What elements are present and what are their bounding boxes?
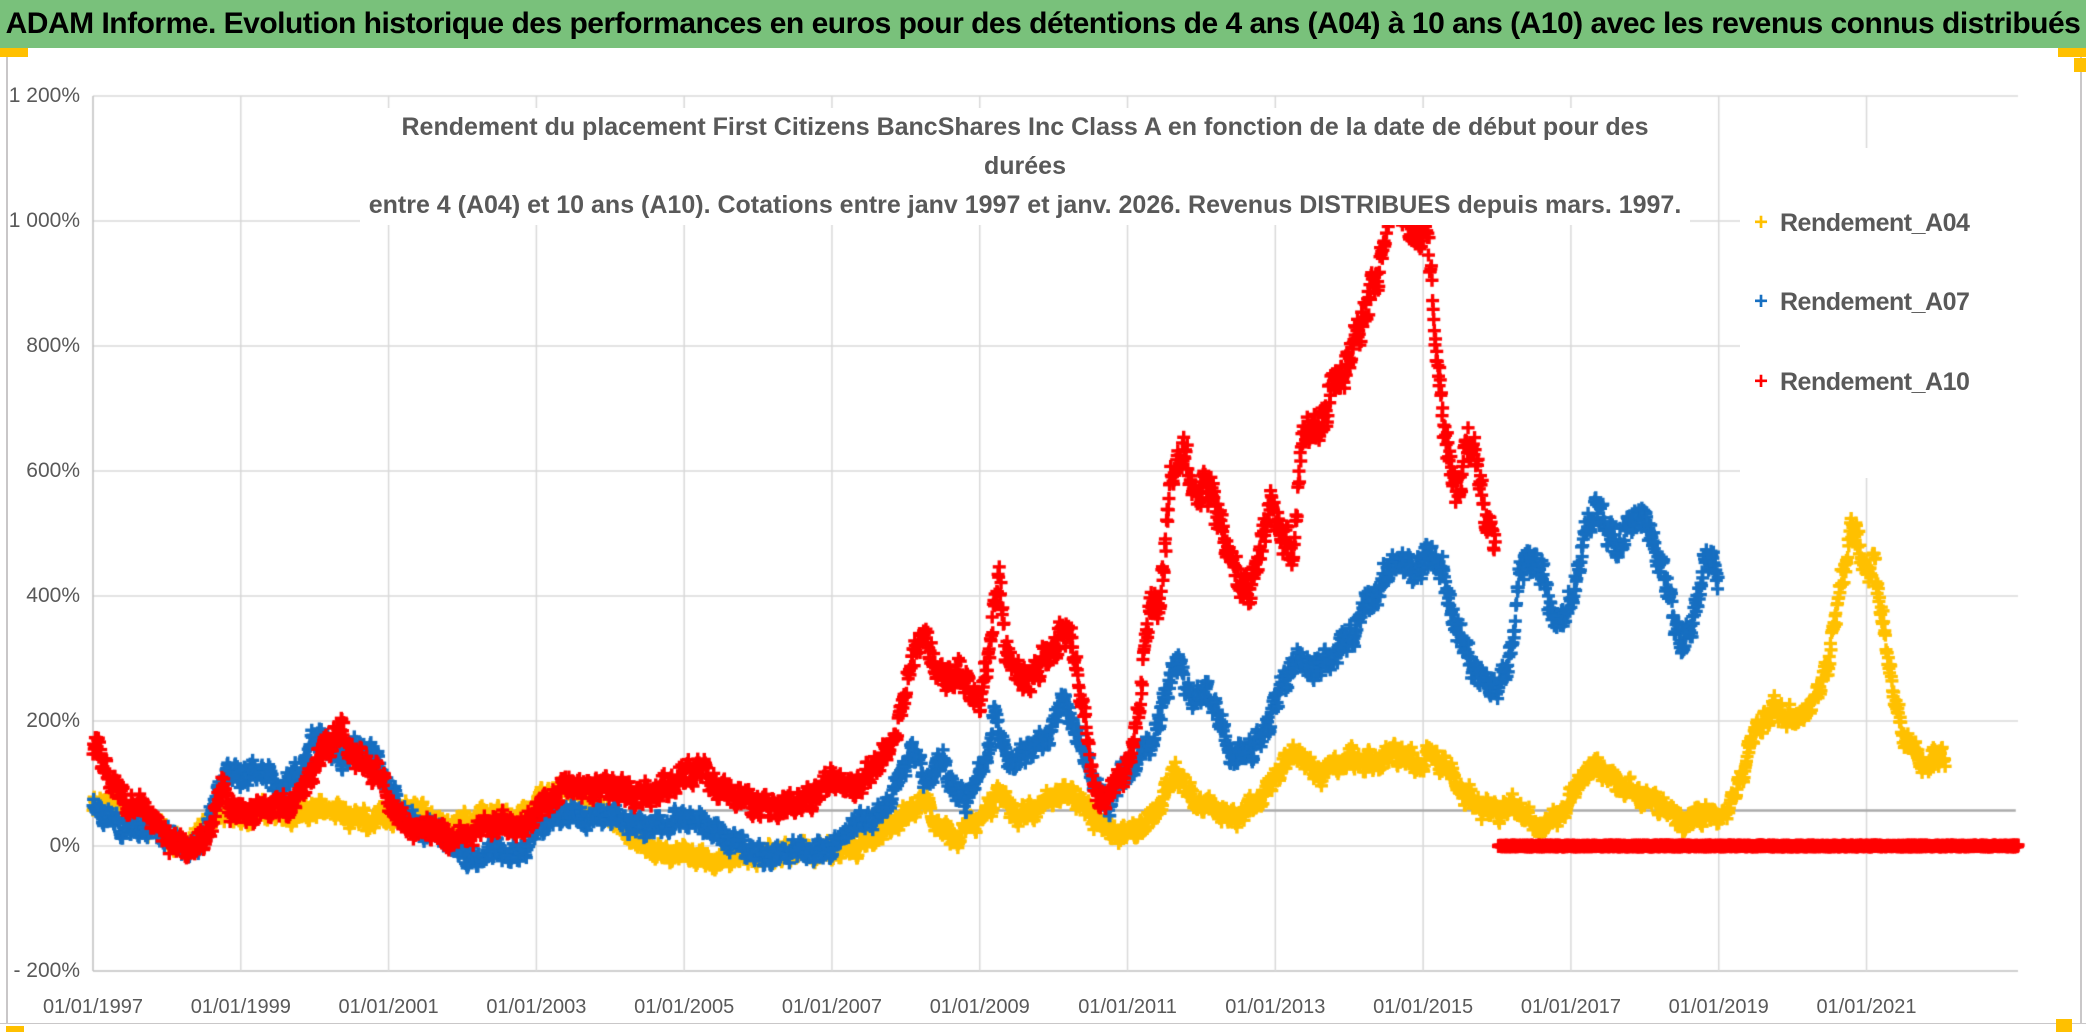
x-tick-label: 01/01/2001 [338,996,439,1018]
x-tick-label: 01/01/2005 [634,996,735,1018]
title-banner: ADAM Informe. Evolution historique des p… [0,0,2086,48]
y-tick-label: 0% [49,834,80,857]
legend-item-rendement_a04[interactable]: + Rendement_A04 [1754,208,1970,238]
x-tick-label: 01/01/2009 [929,996,1030,1018]
corner-accent-top-right [2058,48,2086,57]
x-tick-label: 01/01/2019 [1668,996,1769,1018]
y-tick-label: - 200% [13,959,80,982]
x-tick-label: 01/01/1997 [42,996,144,1018]
chart-area: Rendement du placement First Citizens Ba… [0,48,2086,1033]
x-tick-label: 01/01/2003 [486,996,587,1018]
corner-accent-top-left [0,48,28,57]
y-tick-label: 800% [26,334,80,357]
page-title: ADAM Informe. Evolution historique des p… [5,7,2081,40]
legend-plus-marker-icon: + [1754,288,1769,315]
legend-label: Rendement_A10 [1780,367,1970,396]
legend-item-rendement_a10[interactable]: + Rendement_A10 [1754,367,1970,397]
chart-title-line2: entre 4 (A04) et 10 ans (A10). Cotations… [368,191,1682,219]
edge-accent-right [2074,58,2086,72]
y-tick-label: 1 200% [8,84,80,107]
chart-legend: + Rendement_A04 + Rendement_A07 + Rendement_A… [1740,148,2030,478]
x-tick-label: 01/01/2007 [781,996,882,1018]
legend-label: Rendement_A07 [1780,287,1970,316]
x-tick-label: 01/01/2011 [1078,996,1177,1018]
x-tick-label: 01/01/2017 [1520,996,1621,1018]
legend-item-rendement_a07[interactable]: + Rendement_A07 [1754,287,1970,317]
y-tick-label: 400% [26,584,80,607]
legend-plus-marker-icon: + [1754,368,1769,395]
y-tick-label: 200% [26,709,80,732]
x-tick-label: 01/01/2021 [1816,996,1917,1018]
chart-title: Rendement du placement First Citizens Ba… [360,108,1690,225]
bottom-strip [0,1023,2086,1033]
y-tick-label: 600% [26,459,80,482]
legend-plus-marker-icon: + [1754,209,1769,236]
window-border-left [6,48,8,1032]
y-tick-label: 1 000% [8,209,80,232]
legend-label: Rendement_A04 [1780,208,1970,237]
corner-accent-bottom-right [2056,1019,2072,1032]
chart-title-line1: Rendement du placement First Citizens Ba… [401,113,1649,180]
window-border-right [2080,48,2082,1032]
x-tick-label: 01/01/1999 [190,996,291,1018]
corner-accent-bottom-left [6,1026,24,1032]
x-tick-label: 01/01/2015 [1373,996,1474,1018]
x-tick-label: 01/01/2013 [1225,996,1326,1018]
